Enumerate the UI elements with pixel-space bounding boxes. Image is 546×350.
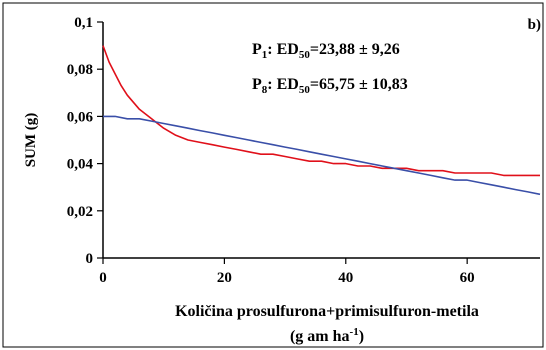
- y-tick-label: 0,04: [67, 157, 94, 173]
- y-tick-label: 0,1: [74, 15, 93, 31]
- x-axis-unit: (g am ha-1): [290, 326, 364, 345]
- y-axis-label: SUM (g): [23, 113, 39, 168]
- annotation-p1: P1: ED50=23,88 ± 9,26: [252, 41, 400, 61]
- x-tick-label: 60: [460, 270, 475, 286]
- x-axis-label: Količina prosulfurona+primisulfuron-meti…: [175, 303, 479, 320]
- y-tick-label: 0: [86, 251, 94, 267]
- x-tick-label: 0: [99, 270, 107, 286]
- plot-area: 0 0,02 0,04 0,06 0,08 0,1 0 20 40 60: [67, 15, 541, 286]
- x-tick-label: 20: [217, 270, 232, 286]
- x-tick-label: 40: [338, 270, 353, 286]
- y-tick-label: 0,02: [67, 204, 93, 220]
- y-tick-label: 0,06: [67, 109, 94, 125]
- series-line-1: [102, 45, 540, 177]
- y-tick-label: 0,08: [67, 62, 93, 78]
- annotation-p8: P8: ED50=65,75 ± 10,83: [252, 76, 408, 96]
- series-line-2: [103, 115, 541, 196]
- panel-label: b): [528, 17, 541, 33]
